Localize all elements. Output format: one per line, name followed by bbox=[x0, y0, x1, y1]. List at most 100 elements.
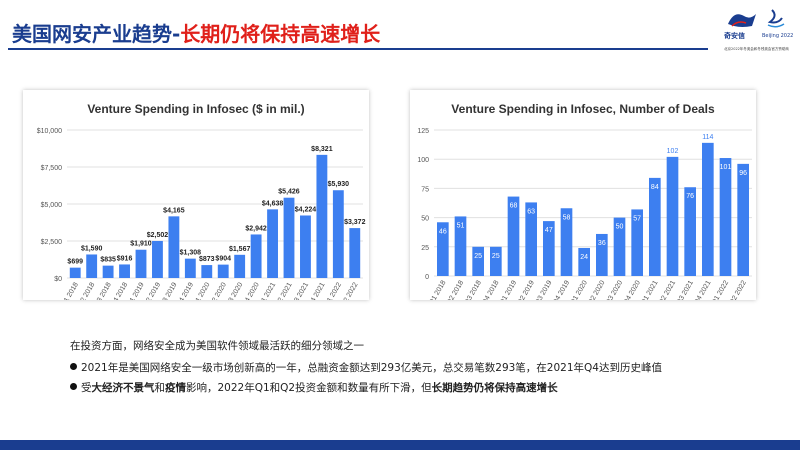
bar bbox=[702, 142, 714, 276]
bullet-item-1: 2021年是美国网络安全一级市场创新高的一年，总融资金额达到293亿美元，总交易… bbox=[70, 360, 662, 375]
logo-tagline: 北京2022年冬奥会和冬残奥会官方赞助商 bbox=[724, 47, 789, 51]
bullet-text-e: 影响，2022年Q1和Q2投资金额和数量有所下滑，但 bbox=[186, 382, 432, 394]
x-tick-label: Q2 2022 bbox=[728, 279, 748, 300]
bar bbox=[684, 187, 696, 276]
bar bbox=[201, 265, 213, 278]
x-tick-label: Q4 2019 bbox=[176, 281, 196, 300]
bar bbox=[666, 156, 679, 276]
bar bbox=[719, 158, 732, 276]
bar bbox=[578, 247, 590, 276]
logo-brand-text: 奇安信 bbox=[724, 32, 745, 40]
data-label: 36 bbox=[598, 240, 606, 247]
x-tick-label: Q1 2019 bbox=[126, 281, 146, 300]
data-label: 101 bbox=[720, 164, 732, 171]
y-tick-label: $7,500 bbox=[41, 165, 63, 172]
chart-number-of-deals: Venture Spending in Infosec, Number of D… bbox=[410, 90, 756, 300]
x-tick-label: Q1 2020 bbox=[569, 279, 589, 300]
data-label: $873 bbox=[199, 256, 215, 263]
bar bbox=[267, 209, 278, 278]
bar bbox=[737, 163, 749, 276]
bullet-text-d: 疫情 bbox=[165, 382, 186, 394]
bar bbox=[168, 216, 180, 278]
y-tick-label: $2,500 bbox=[41, 239, 63, 246]
data-label: 57 bbox=[633, 215, 641, 222]
bar bbox=[152, 240, 163, 278]
bar bbox=[560, 208, 573, 276]
data-label: 76 bbox=[686, 193, 694, 200]
bar bbox=[283, 197, 295, 278]
x-tick-label: Q3 2021 bbox=[675, 279, 695, 300]
bar bbox=[613, 217, 626, 276]
bar bbox=[507, 196, 520, 276]
y-tick-label: 50 bbox=[421, 216, 429, 223]
y-tick-label: 125 bbox=[417, 128, 429, 135]
company-logo: 奇安信 Beijing 2022 北京2022年冬奥会和冬残奥会官方赞助商 bbox=[722, 6, 796, 56]
x-tick-label: Q2 2019 bbox=[516, 279, 536, 300]
bar bbox=[472, 246, 484, 276]
x-tick-label: Q4 2018 bbox=[110, 281, 130, 300]
data-label: 63 bbox=[527, 208, 535, 215]
data-label: $2,502 bbox=[147, 232, 169, 239]
data-label: 50 bbox=[616, 224, 624, 231]
bar bbox=[102, 265, 114, 278]
intro-text: 在投资方面，网络安全成为美国软件领域最活跃的细分领域之一 bbox=[70, 340, 364, 352]
data-label: $4,638 bbox=[262, 200, 284, 207]
data-label: $8,321 bbox=[311, 146, 333, 153]
data-label: $4,224 bbox=[295, 206, 317, 213]
x-tick-label: Q1 2018 bbox=[428, 279, 448, 300]
x-tick-label: Q2 2019 bbox=[143, 281, 163, 300]
logo-emblem-icon bbox=[728, 9, 785, 28]
y-tick-label: 75 bbox=[421, 186, 429, 193]
data-label: 24 bbox=[580, 254, 588, 261]
x-tick-label: Q3 2020 bbox=[605, 279, 625, 300]
bullet-text-f: 长期趋势仍将保持高速增长 bbox=[431, 382, 558, 394]
y-tick-label: $0 bbox=[54, 276, 62, 283]
x-tick-label: Q1 2022 bbox=[324, 281, 344, 300]
page-title-part2: 长期仍将保持高速增长 bbox=[180, 22, 381, 46]
bar bbox=[543, 221, 555, 276]
y-tick-label: $10,000 bbox=[37, 128, 62, 135]
x-tick-label: Q2 2021 bbox=[274, 281, 294, 300]
x-tick-label: Q3 2019 bbox=[534, 279, 554, 300]
y-tick-label: 25 bbox=[421, 245, 429, 252]
data-label: $5,930 bbox=[328, 181, 350, 188]
x-tick-label: Q4 2020 bbox=[622, 279, 642, 300]
bullet-text-c: 和 bbox=[154, 382, 166, 394]
page-title-part1: 美国网安产业趋势- bbox=[12, 22, 181, 46]
data-label: 47 bbox=[545, 227, 553, 234]
x-tick-label: Q1 2021 bbox=[258, 281, 278, 300]
x-tick-label: Q4 2018 bbox=[481, 279, 501, 300]
x-tick-label: Q2 2020 bbox=[208, 281, 228, 300]
bullet-item-2: 受大经济不景气和疫情影响，2022年Q1和Q2投资金额和数量有所下滑，但长期趋势… bbox=[70, 380, 558, 395]
data-label: 25 bbox=[492, 253, 500, 260]
chart-canvas: 0 25 50 75 100 125 46 Q1 2018 51 Q2 2018 25 Q3 2018… bbox=[417, 128, 752, 300]
data-label: 84 bbox=[651, 184, 659, 191]
data-label: $5,426 bbox=[278, 189, 300, 196]
bullet-text: 2021年是美国网络安全一级市场创新高的一年，总融资金额达到293亿美元，总交易… bbox=[81, 362, 662, 374]
bar bbox=[217, 264, 229, 278]
data-label: 51 bbox=[457, 222, 465, 229]
data-label: $1,567 bbox=[229, 246, 251, 253]
bullet-dot-icon bbox=[70, 383, 77, 390]
data-label: $1,590 bbox=[81, 245, 103, 252]
data-label: 68 bbox=[510, 203, 518, 210]
x-tick-label: Q2 2021 bbox=[658, 279, 678, 300]
data-label: $1,910 bbox=[130, 241, 152, 248]
x-tick-label: Q3 2018 bbox=[93, 281, 113, 300]
bullet-text-a: 受 bbox=[81, 382, 92, 394]
data-label: 46 bbox=[439, 228, 447, 235]
bar bbox=[332, 190, 344, 278]
bar bbox=[631, 209, 643, 276]
x-tick-label: Q3 2020 bbox=[225, 281, 245, 300]
bar bbox=[490, 246, 502, 276]
data-label: 102 bbox=[667, 148, 679, 155]
x-tick-label: Q1 2018 bbox=[60, 281, 80, 300]
bullet-dot-icon bbox=[70, 363, 77, 370]
bar bbox=[300, 215, 311, 278]
y-tick-label: 100 bbox=[417, 157, 429, 164]
y-tick-label: $5,000 bbox=[41, 202, 63, 209]
chart-title: Venture Spending in Infosec ($ in mil.) bbox=[87, 102, 305, 116]
bar bbox=[437, 222, 449, 276]
bar bbox=[596, 233, 608, 276]
bar bbox=[649, 177, 661, 276]
